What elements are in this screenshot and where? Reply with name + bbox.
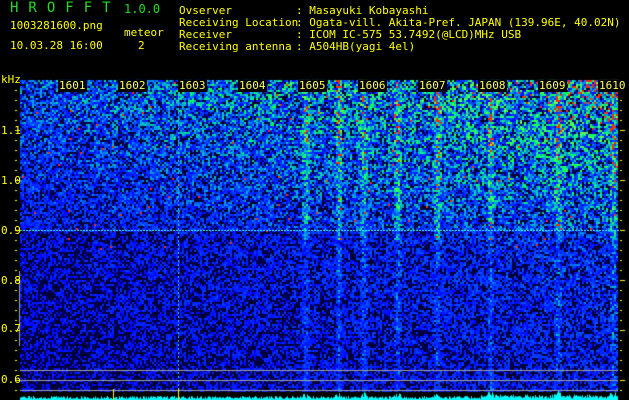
y-tick-label: 1.1 <box>1 124 21 137</box>
x-tick-label: 1606 <box>358 79 387 92</box>
x-tick-label: 1609 <box>538 79 567 92</box>
y-axis-unit: kHz <box>1 73 21 86</box>
app-version: 1.0.0 <box>124 2 161 16</box>
info-value: : Masayuki Kobayashi <box>296 4 429 17</box>
y-tick-label: 0.9 <box>1 224 21 237</box>
y-tick-label: 0.7 <box>1 322 21 335</box>
info-value: : ICOM IC-575 53.7492(@LCD)MHz USB <box>296 28 522 41</box>
filename: 1003281600.png <box>10 19 103 32</box>
info-value: : A504HB(yagi 4el) <box>296 40 416 53</box>
info-receiver: Receiver : ICOM IC-575 53.7492(@LCD)MHz U… <box>179 29 521 41</box>
app-title: HROFFT <box>10 0 121 16</box>
info-key: Ovserver <box>179 4 232 17</box>
info-location: Receiving Location: Ogata-vill. Akita-Pr… <box>179 17 621 29</box>
info-value: : Ogata-vill. Akita-Pref. JAPAN (139.96E… <box>296 16 621 29</box>
y-tick-label: 0.6 <box>1 373 21 386</box>
info-key: Receiving antenna <box>179 40 292 53</box>
info-key: Receiver <box>179 28 232 41</box>
datetime: 10.03.28 16:00 <box>10 39 103 52</box>
x-tick-label: 1603 <box>178 79 207 92</box>
meteor-label: meteor <box>124 26 164 39</box>
x-tick-label: 1608 <box>478 79 507 92</box>
info-observer: Ovserver : Masayuki Kobayashi <box>179 5 428 17</box>
info-antenna: Receiving antenna : A504HB(yagi 4el) <box>179 41 415 53</box>
x-tick-label: 1607 <box>418 79 447 92</box>
info-key: Receiving Location <box>179 16 299 29</box>
x-tick-label: 1601 <box>58 79 87 92</box>
y-tick-label: 1.0 <box>1 174 21 187</box>
meteor-count: 2 <box>138 39 145 52</box>
x-tick-label: 1610 <box>598 79 627 92</box>
x-tick-label: 1602 <box>118 79 147 92</box>
y-tick-label: 0.8 <box>1 274 21 287</box>
x-tick-label: 1605 <box>298 79 327 92</box>
x-tick-label: 1604 <box>238 79 267 92</box>
